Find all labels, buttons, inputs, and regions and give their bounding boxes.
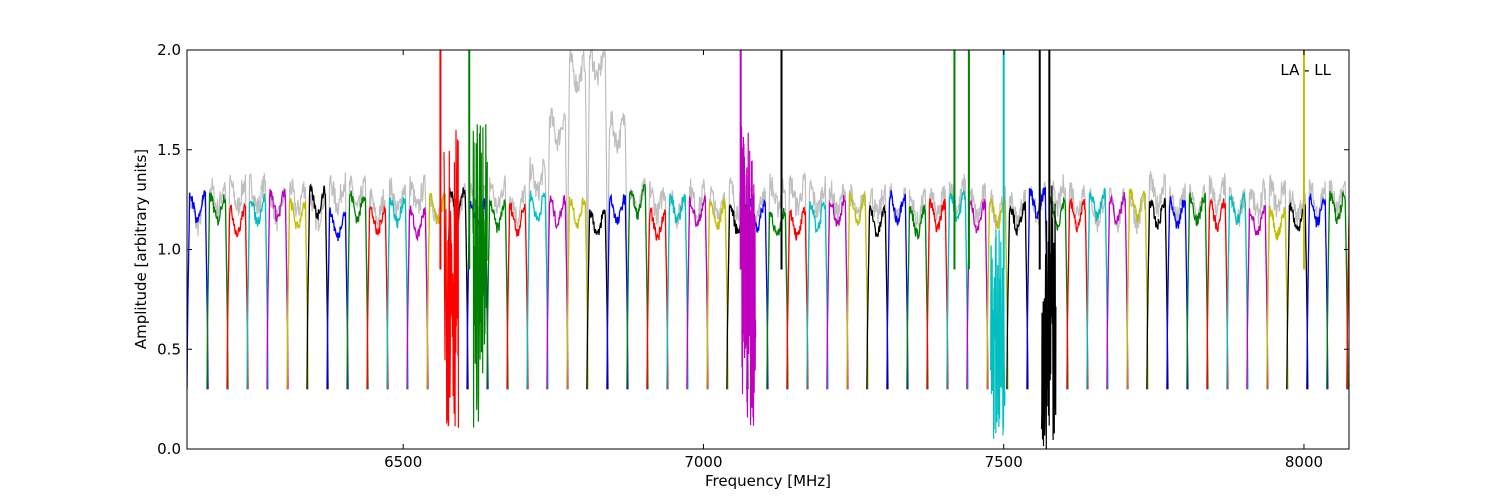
band-series: [646, 206, 669, 390]
y-axis: 0.0 0.5 1.0 1.5 2.0: [157, 41, 1349, 458]
y-tick-label: 1.5: [157, 141, 181, 159]
band-series: [1166, 196, 1189, 390]
band-series: [187, 190, 209, 390]
band-series: [1106, 192, 1129, 390]
band-series: [826, 195, 849, 390]
band-series: [786, 206, 809, 390]
band-series: [1006, 201, 1029, 390]
band-series: [226, 201, 249, 390]
band-series: [1326, 190, 1349, 390]
band-series: [486, 198, 509, 390]
band-series: [1346, 193, 1349, 390]
feature-series: [443, 129, 459, 428]
feature-series: [472, 124, 488, 428]
band-series: [1266, 205, 1289, 390]
feature-series: [1040, 185, 1057, 449]
band-series: [846, 191, 869, 390]
band-series: [286, 198, 309, 390]
y-tick-label: 1.0: [157, 241, 181, 259]
y-tick-label: 0.5: [157, 340, 181, 358]
annotation-label: LA - LL: [1280, 61, 1331, 79]
band-series: [206, 192, 229, 390]
x-tick-label: 8000: [1285, 453, 1323, 471]
band-series: [1146, 197, 1169, 390]
band-series: [806, 201, 829, 390]
band-series: [946, 189, 969, 390]
band-series: [366, 205, 389, 390]
band-series: [966, 198, 989, 390]
band-series: [926, 198, 949, 390]
band-series: [706, 198, 729, 390]
band-series: [626, 183, 649, 390]
band-series: [246, 193, 269, 390]
band-series: [766, 207, 789, 390]
band-series: [566, 196, 589, 390]
band-series: [606, 193, 629, 390]
x-tick-label: 6500: [384, 453, 422, 471]
feature-series: [740, 126, 757, 426]
band-series: [1367, 187, 1388, 389]
x-axis: 6500 7000 7500 8000: [384, 50, 1323, 471]
band-series: [1226, 192, 1249, 390]
band-series: [686, 195, 709, 390]
band-series: [1186, 191, 1209, 390]
y-tick-label: 2.0: [157, 41, 181, 59]
band-series: [746, 198, 769, 390]
band-series: [266, 188, 289, 390]
series-layer: [187, 50, 1388, 449]
x-tick-label: 7000: [684, 453, 722, 471]
band-series: [546, 194, 569, 390]
band-series: [1306, 193, 1329, 390]
band-series: [586, 208, 609, 390]
band-series: [406, 205, 429, 390]
band-series: [1246, 204, 1269, 390]
band-series: [886, 190, 909, 390]
y-axis-label: Amplitude [arbitrary units]: [132, 149, 150, 349]
band-series: [306, 183, 329, 390]
band-series: [386, 196, 409, 390]
band-series: [326, 207, 349, 390]
band-series: [346, 190, 369, 390]
x-tick-label: 7500: [985, 453, 1023, 471]
band-series: [906, 204, 929, 390]
band-series: [526, 190, 549, 390]
band-series: [1206, 198, 1229, 390]
band-series: [1026, 186, 1049, 390]
y-tick-label: 0.0: [157, 440, 181, 458]
band-series: [506, 202, 529, 390]
band-series: [1086, 187, 1109, 390]
band-series: [1126, 188, 1149, 390]
feature-series: [989, 229, 1006, 439]
x-axis-label: Frequency [MHz]: [705, 472, 831, 490]
band-series: [1066, 198, 1089, 390]
band-series: [866, 204, 889, 390]
band-series: [666, 193, 689, 390]
